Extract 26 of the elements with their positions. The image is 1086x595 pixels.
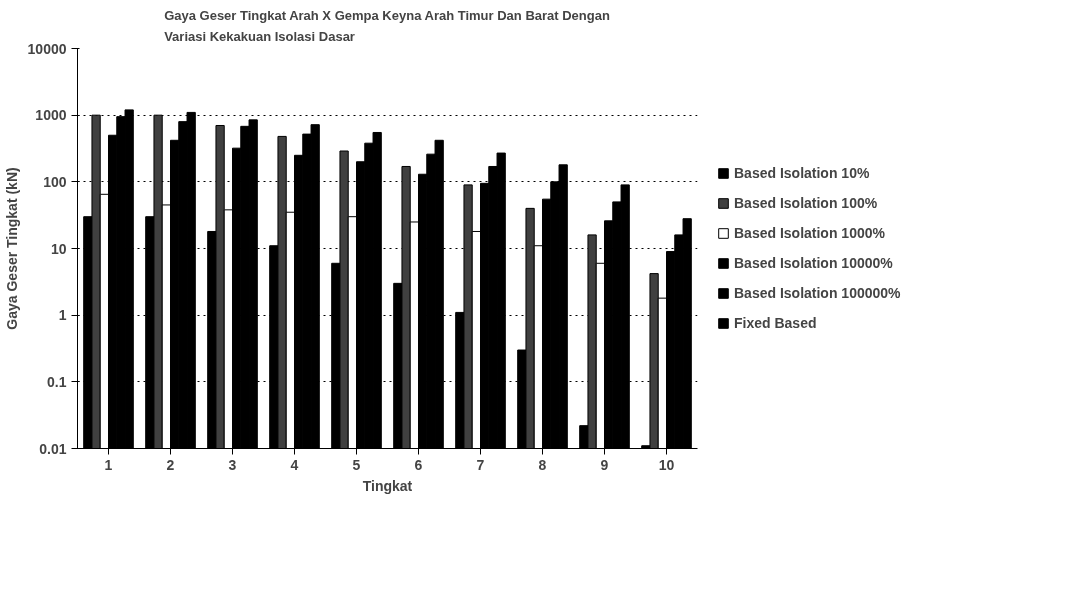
x-tick-label: 10 [658, 456, 675, 473]
x-tick-label: 1 [104, 456, 113, 473]
y-tick-label: 0.01 [39, 440, 67, 457]
y-tick-label: 10000 [27, 40, 67, 57]
legend-label: Based Isolation 100% [734, 195, 878, 211]
y-tick-label: 1 [58, 307, 67, 324]
legend-label: Based Isolation 100000% [734, 285, 901, 301]
x-tick-label: 8 [538, 456, 547, 473]
y-tick-label: 100 [43, 173, 67, 190]
x-tick-label: 4 [290, 456, 299, 473]
legend-label: Based Isolation 1000% [734, 225, 885, 241]
x-tick-label: 2 [166, 456, 175, 473]
y-tick-label: 10 [50, 240, 67, 257]
x-tick-label: 5 [352, 456, 361, 473]
x-tick-label: 3 [228, 456, 237, 473]
x-axis-title: Tingkat [362, 477, 413, 494]
chart-title: Gaya Geser Tingkat Arah X Gempa Keyna Arah Timur Dan Barat Dengan Variasi Kekakuan Isolasi Dasar [164, 7, 610, 44]
y-tick-label: 1000 [35, 107, 67, 124]
legend-label: Fixed Based [734, 315, 817, 331]
x-tick-label: 7 [476, 456, 485, 473]
y-tick-label: 0.1 [47, 373, 67, 390]
y-axis-title: Gaya Geser Tingkat (kN) [3, 167, 20, 330]
x-tick-label: 6 [414, 456, 423, 473]
legend-label: Based Isolation 10% [734, 165, 870, 181]
x-tick-label: 9 [600, 456, 609, 473]
legend-label: Based Isolation 10000% [734, 255, 893, 271]
